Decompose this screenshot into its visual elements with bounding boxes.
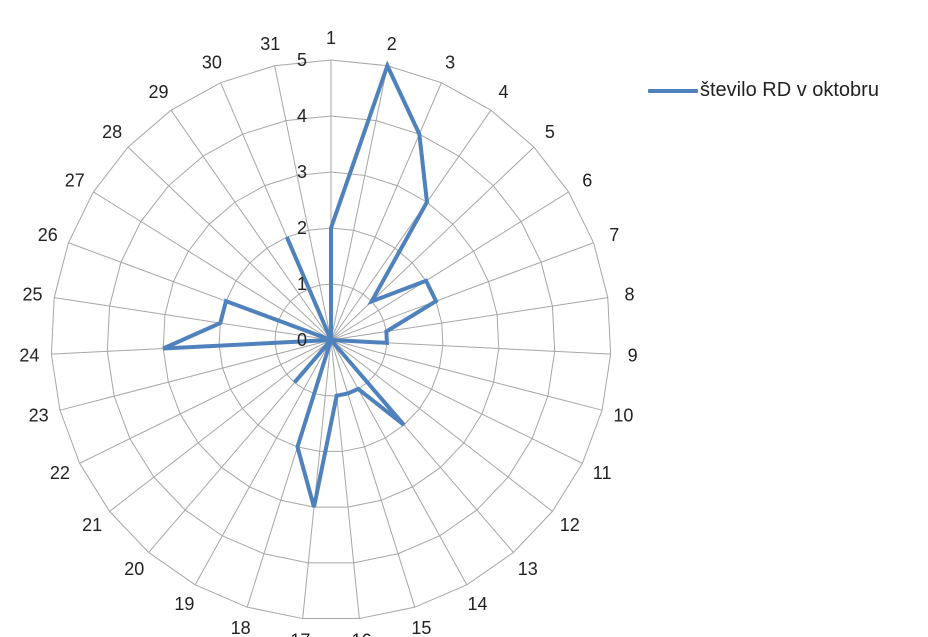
series-layer	[162, 60, 439, 508]
r-tick-label: 5	[297, 50, 307, 70]
spoke-19	[194, 339, 332, 586]
category-label-19: 19	[174, 594, 194, 614]
category-label-7: 7	[609, 225, 619, 245]
spoke-6	[330, 191, 569, 341]
spoke-7	[330, 242, 594, 341]
grid-ring-3	[162, 171, 500, 508]
spoke-12	[330, 339, 553, 512]
label-layer: 0123451234567891011121314151617181920212…	[19, 28, 637, 637]
category-label-15: 15	[411, 618, 431, 637]
grid-ring-1	[274, 283, 388, 397]
r-tick-label: 4	[297, 106, 307, 126]
category-label-8: 8	[625, 284, 635, 304]
spoke-31	[274, 65, 332, 341]
spoke-29	[170, 109, 332, 341]
spoke-15	[330, 339, 416, 608]
category-label-22: 22	[50, 463, 70, 483]
category-label-2: 2	[387, 34, 397, 54]
spoke-2	[330, 65, 388, 341]
legend-label: število RD v oktobru	[700, 79, 879, 101]
spoke-5	[330, 146, 535, 341]
category-label-24: 24	[19, 345, 39, 365]
spoke-16	[330, 339, 360, 619]
r-tick-label: 3	[297, 162, 307, 182]
category-label-14: 14	[468, 594, 488, 614]
r-tick-label: 0	[297, 330, 307, 350]
category-label-12: 12	[560, 515, 580, 535]
r-tick-label: 1	[297, 274, 307, 294]
spoke-14	[330, 339, 468, 586]
grid-ring-5	[50, 59, 612, 620]
spoke-28	[127, 146, 332, 341]
category-label-31: 31	[260, 34, 280, 54]
category-label-11: 11	[593, 463, 612, 483]
category-label-13: 13	[518, 559, 538, 579]
category-label-20: 20	[124, 559, 144, 579]
category-label-5: 5	[545, 122, 555, 142]
spoke-27	[93, 191, 332, 341]
category-label-23: 23	[29, 406, 49, 426]
category-label-3: 3	[445, 52, 455, 72]
category-label-1: 1	[326, 28, 336, 48]
category-label-29: 29	[148, 82, 168, 102]
category-label-16: 16	[352, 630, 372, 637]
series-line-0	[162, 60, 439, 508]
category-label-4: 4	[499, 82, 509, 102]
category-label-25: 25	[22, 284, 42, 304]
spoke-23	[59, 339, 332, 411]
r-tick-label: 2	[297, 218, 307, 238]
legend: število RD v oktobru	[648, 79, 879, 102]
spoke-4	[330, 109, 492, 341]
spoke-8	[330, 297, 608, 341]
category-label-21: 21	[82, 515, 102, 535]
category-label-17: 17	[290, 630, 310, 637]
spoke-25	[54, 297, 332, 341]
spoke-3	[330, 82, 442, 341]
category-label-6: 6	[582, 170, 592, 190]
spoke-21	[109, 339, 332, 512]
category-label-10: 10	[613, 406, 633, 426]
grid-ring-4	[106, 115, 556, 564]
category-label-28: 28	[102, 122, 122, 142]
spoke-11	[330, 339, 583, 464]
spoke-22	[79, 339, 332, 464]
category-label-26: 26	[38, 225, 58, 245]
category-label-18: 18	[231, 618, 251, 637]
category-label-9: 9	[628, 345, 638, 365]
category-label-30: 30	[202, 52, 222, 72]
category-label-27: 27	[65, 170, 85, 190]
spoke-10	[330, 339, 603, 411]
legend-swatch	[648, 88, 698, 93]
spoke-17	[302, 339, 332, 619]
